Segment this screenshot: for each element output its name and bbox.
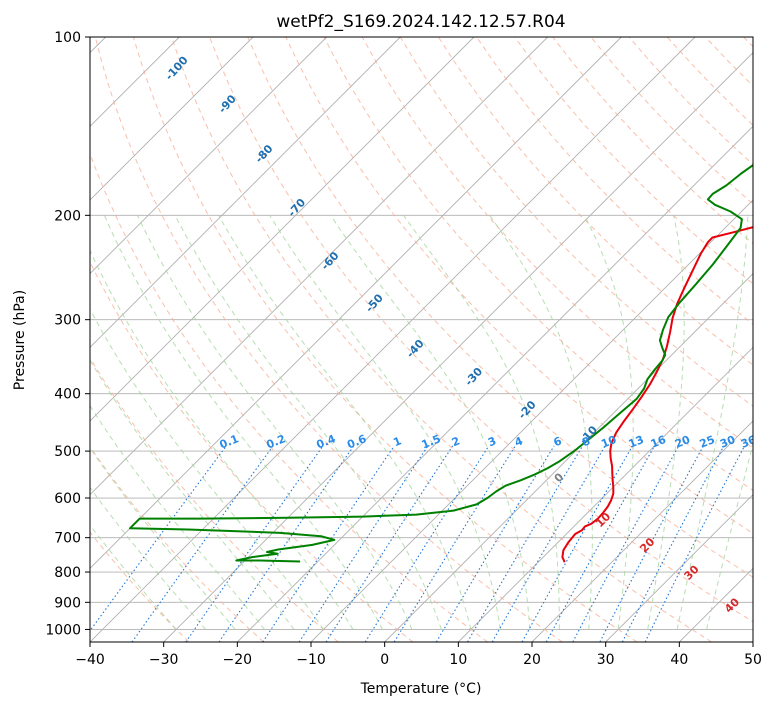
plot-area: -100-90-80-70-60-50-40-30-20-100.1 0.2 0.4…: [90, 37, 758, 642]
mixing-ratio-line: [393, 445, 516, 642]
mixing-ratio-label: 8: [580, 434, 592, 449]
y-tick-label: 600: [54, 491, 81, 507]
isotherm: [90, 37, 327, 275]
isotherm: [90, 37, 401, 348]
dry-adiabat: [94, 37, 563, 642]
moist-adiabat: [706, 441, 753, 630]
x-tick-label: −10: [296, 652, 326, 668]
isotherm: [163, 52, 753, 642]
dry-adiabat: [399, 37, 753, 407]
mixing-ratio-line: [521, 445, 633, 642]
mixing-ratio-line: [467, 445, 584, 642]
mixing-ratio-line: [185, 445, 324, 642]
moist-adiabat: [218, 215, 472, 630]
mixing-ratio-line: [545, 445, 656, 642]
x-tick-label: −40: [75, 652, 105, 668]
x-tick-label: 10: [449, 652, 467, 668]
moist-adiabat: [583, 215, 634, 630]
mixing-ratio-label: 20: [673, 433, 692, 451]
moist-adiabat: [90, 249, 354, 630]
isotherm: [90, 37, 548, 496]
x-tick-label: 20: [523, 652, 541, 668]
chart-title: wetPf2_S169.2024.142.12.57.R04: [276, 12, 565, 32]
mixing-ratio-line: [131, 445, 274, 642]
moist-adiabat: [403, 215, 560, 630]
dry-adiabat: [90, 152, 488, 642]
dry-adiabat: [514, 37, 753, 285]
mixing-ratio-line: [364, 445, 490, 642]
mixing-ratio-label: 30: [718, 433, 737, 451]
y-tick-label: 100: [54, 30, 81, 46]
dry-adiabat: [90, 446, 264, 642]
moist-adiabat: [676, 215, 749, 630]
moist-adiabat: [90, 486, 207, 630]
x-tick-label: −20: [223, 652, 253, 668]
mixing-ratio-label: 1: [391, 434, 403, 449]
moist-adiabat: [90, 524, 177, 630]
moist-adiabat: [90, 447, 236, 630]
y-axis-label: Pressure (hPa): [12, 290, 28, 390]
mixing-ratio-line: [262, 445, 395, 642]
dry-adiabat: [90, 260, 414, 642]
moist-adiabat: [90, 308, 324, 630]
y-tick-label: 900: [54, 595, 81, 611]
mixing-ratio-label: 13: [627, 433, 646, 451]
dry-adiabat: [209, 37, 753, 623]
mixing-ratio-label: 3: [486, 434, 498, 449]
mixing-ratio-line: [298, 445, 429, 642]
y-tick-label: 400: [54, 387, 81, 403]
plot-frame: [89, 36, 754, 643]
mixing-ratio-label: 16: [649, 433, 668, 451]
moist-adiabat: [269, 215, 501, 630]
y-tick-label: 500: [54, 444, 81, 460]
dry-adiabat: [90, 531, 190, 642]
moist-adiabat: [174, 215, 442, 630]
moist-adiabat: [489, 215, 593, 630]
moist-adiabat: [90, 404, 265, 630]
x-axis-label: Temperature (°C): [360, 681, 482, 697]
mixing-ratio-line: [325, 445, 454, 642]
mixing-ratio-label: 10: [599, 433, 618, 451]
mixing-ratio-label: 25: [698, 433, 717, 451]
moist-adiabat: [647, 215, 685, 630]
x-tick-label: −30: [149, 652, 179, 668]
isotherm: [90, 37, 254, 201]
dewpoint-profile: [129, 163, 753, 563]
y-tick-label: 700: [54, 531, 81, 547]
x-tick-label: 0: [380, 652, 389, 668]
y-tick-label: 800: [54, 565, 81, 581]
mixing-ratio-label: 2: [450, 434, 462, 449]
moist-adiabat: [330, 215, 531, 630]
dry-adiabat: [90, 356, 339, 642]
moist-adiabat: [137, 215, 413, 630]
moist-adiabat: [90, 358, 295, 630]
isotherm: [605, 494, 753, 642]
dry-adiabat: [361, 37, 753, 449]
mixing-ratio-line: [621, 445, 725, 642]
dry-adiabat: [171, 37, 712, 642]
dry-adiabat: [132, 37, 638, 642]
y-tick-label: 300: [54, 313, 81, 329]
isotherm: [458, 346, 753, 642]
temperature-profile: [561, 226, 753, 563]
x-tick-label: 50: [744, 652, 762, 668]
dry-adiabat: [247, 37, 753, 578]
mixing-ratio-line: [435, 445, 555, 642]
isotherm: [90, 37, 475, 422]
x-tick-label: 30: [597, 652, 615, 668]
x-tick-label: 40: [670, 652, 688, 668]
mixing-ratio-label: 36: [739, 433, 758, 451]
isotherm: [237, 125, 753, 642]
axes: −40 −30 −20 −10 0 10 20 30 40 50 1000 900 800 700 600 5…: [45, 30, 762, 668]
y-tick-label: 200: [54, 208, 81, 224]
isotherm: [90, 37, 696, 642]
y-tick-label: 1000: [45, 622, 81, 638]
isotherm: [90, 37, 622, 569]
isotherm: [384, 273, 753, 642]
isotherm: [531, 420, 753, 642]
mixing-ratio-line: [218, 445, 355, 642]
mixing-ratio-line: [644, 445, 746, 642]
